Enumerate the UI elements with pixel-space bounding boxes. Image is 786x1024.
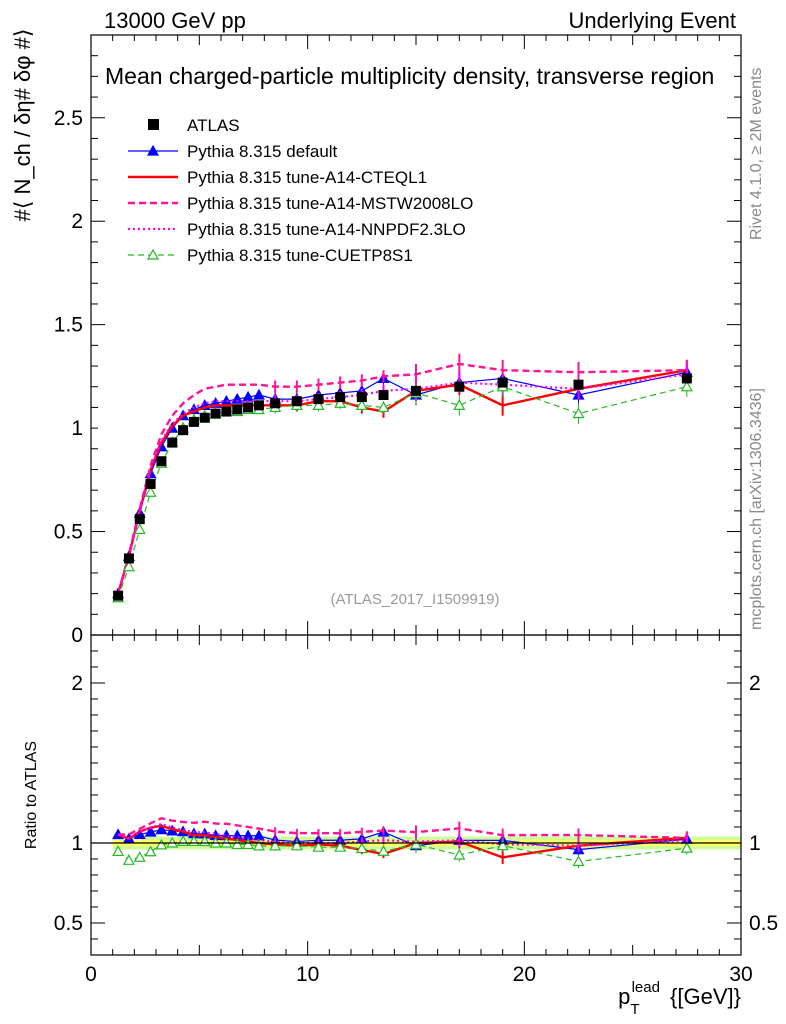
atlas-data-point [210, 408, 221, 419]
marker-cuetp8s1 [680, 380, 693, 392]
ratio-marker-cuetp8s1 [312, 840, 325, 852]
atlas-data-point [199, 412, 210, 423]
legend-label: Pythia 8.315 tune-A14-NNPDF2.3LO [187, 220, 466, 239]
ratio-y-axis-title: Ratio to ATLAS [23, 741, 40, 849]
ratio-y-tick-label-right: 1 [749, 832, 761, 855]
ratio-marker-cuetp8s1 [122, 854, 135, 865]
atlas-data-point [681, 373, 692, 384]
ratio-marker-cuetp8s1 [377, 845, 390, 856]
marker-cuetp8s1 [355, 399, 368, 410]
atlas-data-point [134, 514, 145, 525]
atlas-data-point [178, 425, 189, 436]
header-left: 13000 GeV pp [104, 8, 246, 33]
atlas-data-point [356, 392, 367, 403]
legend-label: Pythia 8.315 default [187, 142, 338, 161]
ratio-marker-cuetp8s1 [144, 845, 157, 857]
atlas-data-point [411, 385, 421, 396]
marker-cuetp8s1 [377, 401, 390, 413]
analysis-label: (ATLAS_2017_I1509919) [330, 591, 499, 608]
ratio-y-tick-label-right: 0.5 [749, 912, 778, 935]
atlas-data-point [253, 400, 264, 411]
ratio-marker-cuetp8s1 [453, 848, 466, 860]
legend-label: Pythia 8.315 tune-CUETP8S1 [187, 246, 413, 265]
ratio-plot-frame [90, 634, 742, 956]
marker-default [231, 392, 244, 404]
atlas-data-point [156, 456, 167, 467]
atlas-data-point [145, 478, 156, 489]
y-tick-label: 1.5 [54, 314, 83, 337]
ratio-marker-default [155, 823, 168, 835]
atlas-data-point [573, 379, 584, 390]
atlas-data-point [243, 402, 254, 413]
x-tick-label: 0 [85, 963, 97, 986]
atlas-data-point [378, 390, 389, 400]
legend-marker-default [146, 144, 160, 156]
y-tick-label: 2.5 [54, 107, 83, 130]
ratio-marker-cuetp8s1 [355, 842, 368, 854]
x-tick-label: 30 [729, 963, 752, 986]
marker-cuetp8s1 [122, 560, 135, 572]
x-tick-label: 10 [296, 963, 319, 986]
atlas-data-point [167, 437, 178, 448]
ratio-y-tick-label-left: 0.5 [54, 912, 83, 935]
atlas-data-point [335, 392, 346, 403]
legend-label: Pythia 8.315 tune-A14-MSTW2008LO [187, 194, 473, 213]
ratio-marker-cuetp8s1 [334, 840, 347, 852]
ratio-marker-cuetp8s1 [112, 845, 125, 857]
atlas-data-point [291, 396, 302, 407]
ratio-marker-cuetp8s1 [680, 841, 693, 853]
ratio-marker-cuetp8s1 [231, 838, 244, 850]
ratio-y-tick-label-right: 2 [749, 672, 761, 695]
legend-marker-atlas [148, 119, 159, 130]
ratio-marker-cuetp8s1 [496, 839, 509, 851]
ratio-marker-cuetp8s1 [290, 839, 303, 851]
ratio-marker-cuetp8s1 [252, 839, 265, 851]
chart-title: Mean charged-particle multiplicity densi… [105, 63, 714, 89]
atlas-data-point [113, 590, 124, 601]
legend-label: Pythia 8.315 tune-A14-CTEQL1 [187, 168, 427, 187]
y-tick-label: 1 [71, 417, 83, 440]
marker-cuetp8s1 [334, 397, 347, 408]
atlas-data-point [270, 398, 281, 409]
ratio-marker-cuetp8s1 [409, 838, 423, 849]
marker-cuetp8s1 [312, 399, 325, 410]
marker-cuetp8s1 [133, 523, 146, 535]
ratio-y-tick-label-left: 1 [71, 832, 83, 855]
legend-marker-cuetp8s1 [146, 248, 160, 260]
atlas-data-point [188, 416, 199, 427]
y-tick-label: 0.5 [54, 521, 83, 544]
ratio-y-tick-label-left: 2 [71, 672, 83, 695]
atlas-data-point [497, 377, 508, 388]
y-tick-label: 2 [71, 210, 83, 233]
y-axis-title: #⟨ N_ch / δη# δφ #⟩ [10, 29, 35, 222]
ratio-marker-cuetp8s1 [133, 851, 146, 862]
marker-default [252, 388, 265, 400]
atlas-data-point [123, 553, 134, 564]
legend-label: ATLAS [187, 116, 240, 135]
ratio-marker-default [144, 825, 157, 837]
header-right: Underlying Event [568, 8, 736, 33]
marker-cuetp8s1 [453, 399, 466, 410]
atlas-data-point [454, 381, 465, 392]
marker-cuetp8s1 [572, 407, 585, 419]
x-axis-title: pTlead {[GeV]} [618, 979, 741, 1018]
ratio-marker-cuetp8s1 [242, 838, 255, 850]
atlas-data-point [313, 394, 324, 405]
marker-cuetp8s1 [144, 486, 157, 497]
atlas-data-point [221, 406, 232, 417]
atlas-data-point [232, 404, 243, 415]
ratio-marker-cuetp8s1 [269, 839, 282, 851]
ratio-marker-cuetp8s1 [572, 855, 585, 867]
ratio-marker-cuetp8s1 [155, 838, 168, 850]
x-tick-label: 20 [513, 963, 536, 986]
y-tick-label: 0 [71, 624, 83, 647]
